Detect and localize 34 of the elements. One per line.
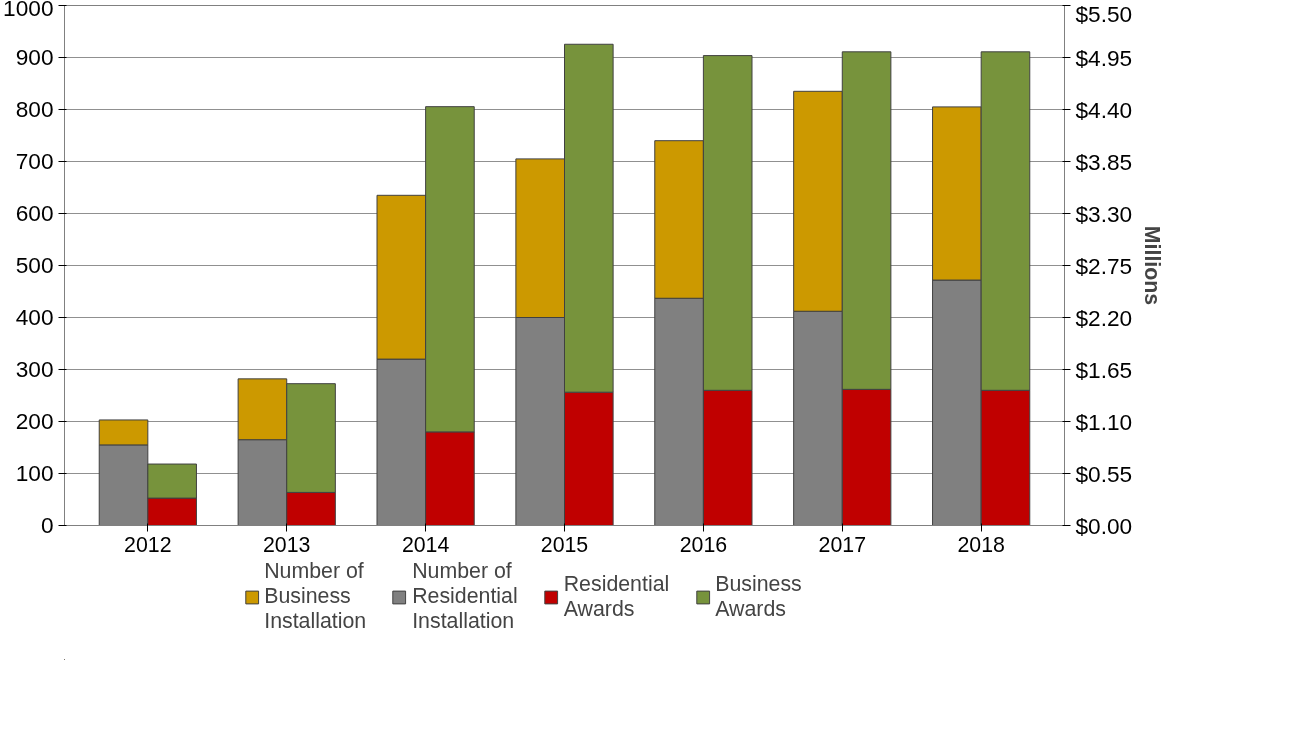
y-tick-label: 300 bbox=[15, 356, 54, 382]
y2-tick-label: $1.10 bbox=[1075, 408, 1133, 435]
x-tick-label: 2016 bbox=[679, 532, 728, 557]
y2-tick-label: $4.95 bbox=[1075, 44, 1133, 71]
y-tick-label: 900 bbox=[15, 44, 54, 70]
y-tick-label: 400 bbox=[15, 304, 54, 330]
y2-tick-label: $2.20 bbox=[1075, 304, 1133, 331]
x-tick-label: 2013 bbox=[263, 532, 311, 557]
legend-label: Business Awards bbox=[715, 571, 802, 622]
legend-label: Residential Awards bbox=[563, 571, 670, 622]
y-tick-label: 100 bbox=[15, 460, 54, 486]
y-tick-label: 1000 bbox=[3, 0, 54, 21]
legend-label: Number of Residential Installation bbox=[412, 559, 518, 634]
y2-tick-label: $4.40 bbox=[1075, 96, 1133, 123]
x-tick-label: 2018 bbox=[957, 532, 1005, 557]
legend-label: Number of Business Installation bbox=[264, 559, 367, 634]
y2-axis-title: Millions bbox=[1140, 225, 1165, 306]
y-tick-label: 600 bbox=[15, 200, 54, 226]
y-tick-label: 700 bbox=[15, 148, 54, 174]
x-tick-label: 2017 bbox=[818, 532, 867, 557]
y2-tick-label: $1.65 bbox=[1075, 356, 1133, 383]
y2-tick-label: $3.85 bbox=[1075, 148, 1133, 175]
y2-tick-label: $3.30 bbox=[1075, 200, 1133, 227]
x-tick-label: 2015 bbox=[540, 532, 589, 557]
y-tick-label: 800 bbox=[15, 96, 54, 122]
x-tick-label: 2012 bbox=[124, 532, 172, 557]
y2-tick-label: $2.75 bbox=[1075, 252, 1133, 279]
y2-tick-label: $0.55 bbox=[1075, 460, 1133, 487]
y2-tick-label: $0.00 bbox=[1075, 512, 1133, 539]
y-tick-label: 200 bbox=[15, 408, 54, 434]
y-tick-label: 500 bbox=[15, 252, 54, 278]
y2-tick-label: $5.50 bbox=[1075, 0, 1133, 27]
x-tick-label: 2014 bbox=[401, 532, 450, 557]
y-tick-label: 0 bbox=[40, 512, 54, 538]
